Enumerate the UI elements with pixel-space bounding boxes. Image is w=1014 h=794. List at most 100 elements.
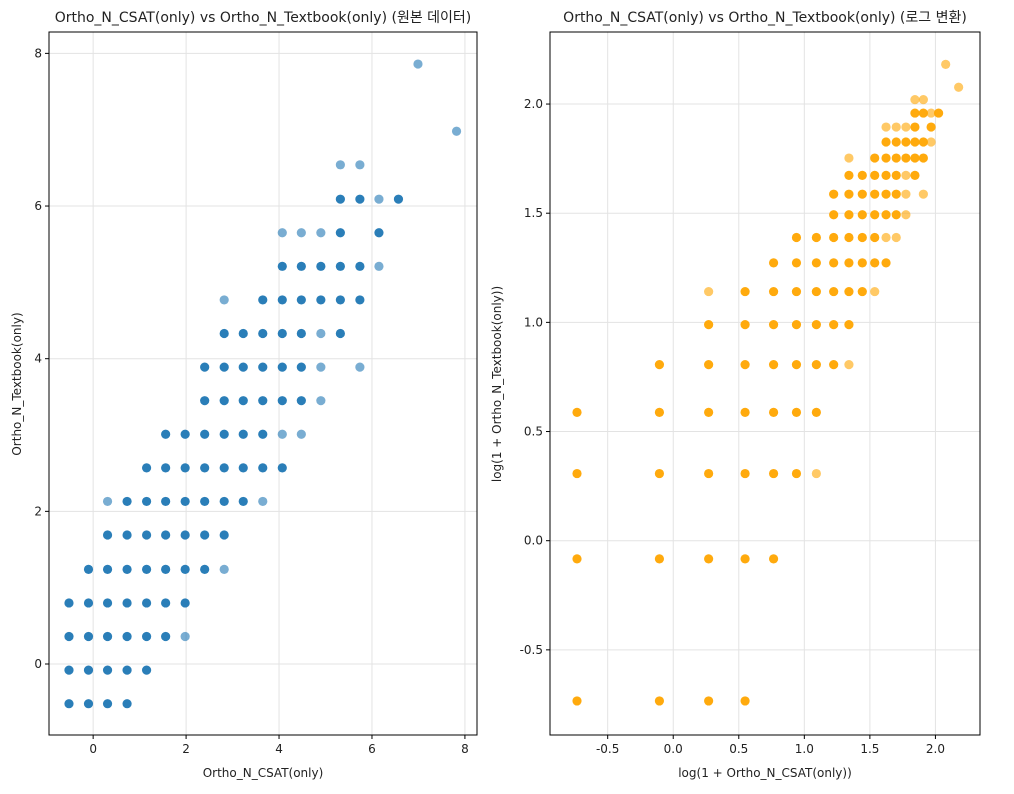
left-data-point xyxy=(355,362,365,372)
left-data-point xyxy=(335,160,345,170)
left-data-point xyxy=(102,665,113,675)
left-data-point xyxy=(374,261,384,271)
left-data-point xyxy=(413,59,423,69)
right-x-tick-label: 0.5 xyxy=(729,742,748,756)
right-data-point xyxy=(740,320,750,330)
left-data-point xyxy=(296,362,306,372)
left-data-point xyxy=(200,564,210,574)
left-data-point xyxy=(200,396,210,406)
right-data-point xyxy=(881,153,891,163)
left-data-point xyxy=(83,665,94,675)
right-data-point xyxy=(881,258,891,268)
left-data-point xyxy=(219,328,229,339)
right-data-point xyxy=(891,189,901,199)
right-x-tick-label: 0.0 xyxy=(664,742,683,756)
left-data-point xyxy=(83,699,94,709)
left-data-point xyxy=(277,429,287,439)
left-y-tick-label: 8 xyxy=(34,46,42,60)
right-data-point xyxy=(654,468,665,479)
left-data-point xyxy=(316,295,326,305)
right-data-point xyxy=(870,258,880,268)
right-data-point xyxy=(857,170,867,180)
right-data-point xyxy=(857,232,867,243)
left-data-point xyxy=(219,429,229,439)
right-data-point xyxy=(891,232,901,243)
right-data-point xyxy=(791,232,802,243)
left-x-tick-label: 4 xyxy=(275,742,283,756)
left-data-point xyxy=(277,463,287,473)
right-data-point xyxy=(891,137,901,147)
left-data-point xyxy=(238,396,248,406)
right-data-point xyxy=(811,258,821,268)
right-data-point xyxy=(654,360,665,370)
right-data-point xyxy=(870,286,880,297)
left-data-point xyxy=(161,564,171,574)
left-data-point xyxy=(180,496,190,507)
left-data-point xyxy=(296,396,306,406)
right-data-point xyxy=(572,554,582,564)
right-data-point xyxy=(829,210,839,220)
left-data-point xyxy=(355,295,365,305)
left-data-point xyxy=(161,463,171,473)
right-data-point xyxy=(740,360,750,370)
right-scatter-plot: Ortho_N_CSAT(only) vs Ortho_N_Textbook(o… xyxy=(490,10,981,780)
right-data-point xyxy=(829,232,839,243)
right-grid xyxy=(550,32,980,735)
right-data-point xyxy=(891,122,901,132)
left-data-point xyxy=(296,429,306,439)
right-data-point xyxy=(740,554,750,564)
right-data-point xyxy=(918,153,928,163)
right-points xyxy=(572,59,964,706)
left-data-point xyxy=(335,194,345,204)
right-data-point xyxy=(740,407,750,417)
left-data-point xyxy=(374,194,384,204)
left-data-point xyxy=(451,126,462,136)
right-y-tick-label: 1.0 xyxy=(524,315,543,329)
left-data-point xyxy=(180,530,190,540)
left-data-point xyxy=(180,429,190,439)
right-data-point xyxy=(918,95,928,105)
right-data-point xyxy=(654,407,665,417)
right-data-point xyxy=(811,360,821,370)
left-grid xyxy=(49,32,477,735)
left-data-point xyxy=(296,261,306,271)
left-data-point xyxy=(200,362,210,372)
left-points xyxy=(64,59,462,709)
right-data-point xyxy=(901,122,911,132)
left-data-point xyxy=(219,295,229,305)
right-data-point xyxy=(857,210,867,220)
left-data-point xyxy=(102,699,113,709)
left-y-tick-label: 4 xyxy=(34,352,42,366)
right-data-point xyxy=(844,320,854,330)
right-data-point xyxy=(844,286,854,297)
left-data-point xyxy=(64,699,74,709)
right-data-point xyxy=(811,286,821,297)
left-data-point xyxy=(161,530,171,540)
left-data-point xyxy=(83,631,94,642)
right-data-point xyxy=(704,407,714,417)
left-data-point xyxy=(219,530,229,540)
left-data-point xyxy=(64,598,74,608)
left-data-point xyxy=(161,631,171,642)
left-data-point xyxy=(141,631,152,642)
right-data-point xyxy=(881,137,891,147)
right-data-point xyxy=(768,258,779,268)
right-y-axis-label: log(1 + Ortho_N_Textbook(only)) xyxy=(490,286,504,482)
right-data-point xyxy=(881,189,891,199)
right-data-point xyxy=(704,286,714,297)
left-data-point xyxy=(355,261,365,271)
left-data-point xyxy=(180,631,190,642)
left-data-point xyxy=(122,631,132,642)
right-data-point xyxy=(870,210,880,220)
right-data-point xyxy=(901,210,911,220)
right-data-point xyxy=(881,232,891,243)
right-data-point xyxy=(881,170,891,180)
right-data-point xyxy=(829,320,839,330)
left-data-point xyxy=(277,328,287,339)
left-data-point xyxy=(180,564,190,574)
right-data-point xyxy=(844,170,854,180)
left-data-point xyxy=(335,228,345,238)
left-data-point xyxy=(141,463,152,473)
right-data-point xyxy=(941,59,951,70)
left-data-point xyxy=(355,194,365,204)
